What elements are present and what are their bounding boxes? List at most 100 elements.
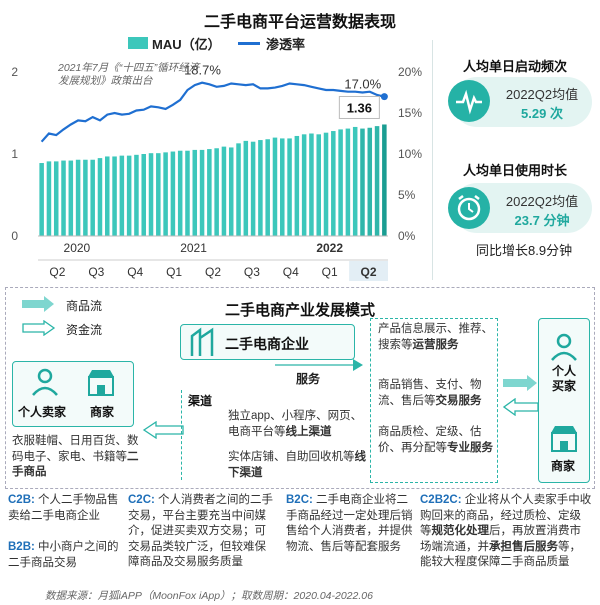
bar: [352, 126, 358, 236]
goods-flow-arrow-icon: [22, 296, 54, 312]
bar: [105, 156, 110, 236]
left-tick-label: 2: [11, 65, 18, 79]
bar: [61, 160, 66, 236]
bar: [68, 160, 74, 236]
chart: 2 1 0 20% 15% 10% 5% 0% 18.7% 17.0% 1.36 2020 2021 20…: [11, 63, 422, 281]
quarter-label: Q3: [88, 265, 104, 279]
quarter-label: Q1: [166, 265, 182, 279]
quarter-label: Q1: [322, 265, 338, 279]
service-pro: 商品质检、定级、估价、再分配等专业服务: [378, 426, 493, 454]
model-c2c: C2C: 个人消费者之间的二手交易，平台主要充当中间媒介，促进买卖双方交易；可交…: [128, 494, 274, 568]
bar: [258, 140, 263, 236]
quarter-label: Q4: [283, 265, 299, 279]
left-tick-label: 1: [11, 147, 18, 161]
bar: [382, 124, 387, 236]
divider: [432, 40, 433, 280]
freq-label: 2022Q2均值: [505, 87, 579, 102]
bar: [331, 131, 336, 236]
year-label: 2021: [180, 241, 207, 255]
bar: [199, 149, 205, 236]
bar: [367, 127, 373, 236]
bar: [338, 129, 343, 236]
shop-icon: [88, 370, 114, 396]
bar: [112, 156, 117, 236]
bar: [228, 147, 234, 236]
bar: [294, 135, 300, 236]
left-tick-label: 0: [11, 229, 18, 243]
legend-line-swatch: [238, 42, 260, 45]
peak-label: 18.7%: [184, 63, 221, 78]
service-label: 服务: [296, 372, 321, 386]
bar: [309, 133, 314, 236]
merchant-right: 商家: [551, 459, 576, 473]
source-note: 数据来源：月狐iAPP（MoonFox iApp）；取数周期：2020.04-2…: [45, 590, 373, 602]
individual-buyer: 个人买家: [552, 364, 577, 393]
quarter-label: Q3: [244, 265, 260, 279]
channel-bracket: [181, 390, 182, 480]
bar: [265, 139, 270, 236]
penetration-line: [40, 81, 385, 143]
right-tick-label: 15%: [398, 106, 422, 120]
buyer-person-icon: [551, 333, 577, 361]
bar: [53, 161, 59, 236]
goods-desc: 衣服鞋帽、日用百货、数码电子、家电、书籍等二手商品: [12, 435, 139, 478]
diagram-title: 二手电商产业发展模式: [224, 302, 375, 319]
bar: [316, 134, 321, 236]
right-tick-label: 5%: [398, 188, 416, 202]
bar: [141, 154, 146, 236]
legend-bar-label: MAU（亿）: [152, 37, 221, 52]
pulse-icon: [448, 80, 490, 122]
freq-title: 人均单日启动频次: [463, 59, 568, 74]
bar: [148, 153, 154, 236]
right-tick-label: 0%: [398, 229, 416, 243]
time-value: 23.7 分钟: [514, 213, 570, 228]
channel-online: 独立app、小程序、网页、电商平台等线上渠道: [228, 410, 363, 438]
channel-offline: 实体店铺、自助回收机等线下渠道: [228, 451, 366, 479]
freq-value: 5.29 次: [521, 106, 563, 121]
bar: [170, 151, 176, 236]
quarter-label: Q2: [205, 265, 221, 279]
bar: [126, 155, 132, 236]
bar: [301, 134, 307, 236]
end-rate-label: 17.0%: [344, 77, 381, 92]
legend-money: 资金流: [66, 323, 103, 337]
merchant-left: 商家: [90, 405, 115, 419]
channel-left-arrow-icon: [142, 421, 184, 439]
buyer-box: [538, 318, 590, 483]
time-title: 人均单日使用时长: [463, 163, 568, 178]
bar: [221, 146, 227, 236]
year-label: 2020: [64, 241, 91, 255]
bar: [185, 150, 190, 236]
bar: [323, 132, 329, 236]
legend-line-label: 渗透率: [266, 37, 306, 52]
enterprise-box: [180, 324, 355, 360]
diagram-frame: [5, 287, 595, 489]
service-trade: 商品销售、支付、物流、售后等交易服务: [378, 379, 482, 407]
buyer-goods-arrow-icon: [503, 375, 537, 391]
quarter-label: Q4: [127, 265, 143, 279]
legend-bar-swatch: [128, 37, 148, 49]
bar: [163, 152, 168, 236]
bar: [214, 148, 219, 236]
current-quarter-highlight: [349, 261, 388, 281]
bar: [280, 138, 285, 236]
bar: [134, 154, 139, 236]
services-box: [370, 318, 498, 483]
year-label: 2022: [316, 241, 343, 255]
quarter-label: Q2: [361, 265, 377, 279]
bar: [243, 140, 249, 236]
end-mau-box: [338, 95, 380, 119]
model-b2b: B2B: 中小商户之间的二手商品交易: [8, 541, 119, 569]
quarter-label: Q2: [49, 265, 65, 279]
bar: [177, 150, 183, 236]
model-c2b: C2B: 个人二手物品售卖给二手电商企业: [8, 494, 119, 522]
legend-goods: 商品流: [66, 299, 103, 313]
policy-note: 2021年7月《“十四五”循环经济发展规划》政策出台: [58, 62, 200, 87]
enterprise-label: 二手电商企业: [225, 336, 309, 352]
time-label: 2022Q2均值: [505, 194, 579, 209]
bar: [360, 128, 365, 236]
bar: [156, 153, 161, 236]
buyer-money-arrow-icon: [503, 398, 539, 416]
service-arrow-icon: [275, 359, 363, 371]
person-icon: [32, 368, 58, 396]
